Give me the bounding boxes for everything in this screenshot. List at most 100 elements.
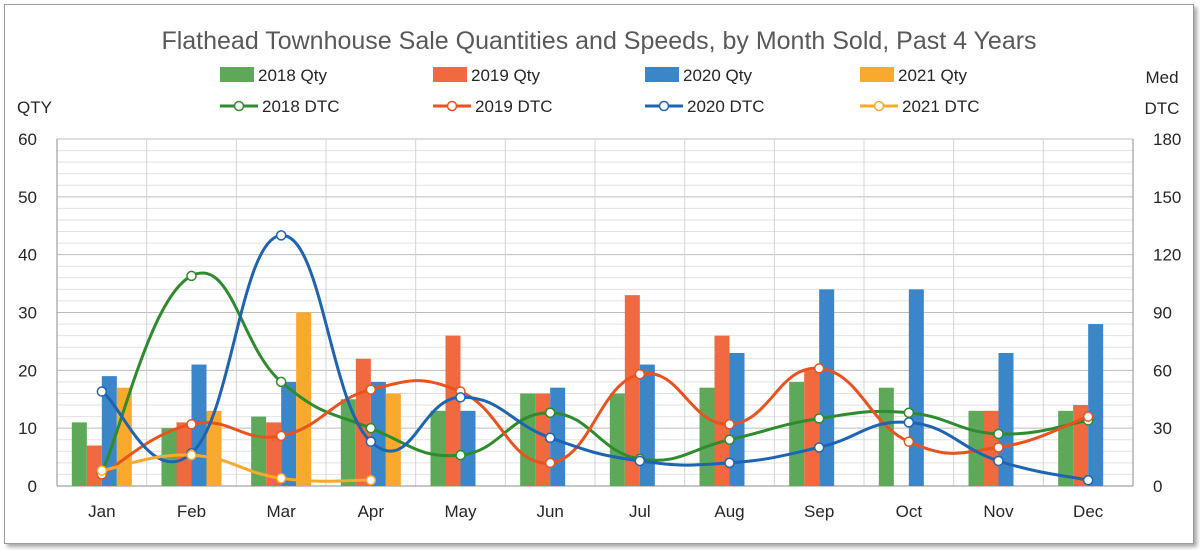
line-point bbox=[993, 442, 1004, 453]
bar bbox=[116, 387, 132, 486]
y-right-tick-label: 120 bbox=[1153, 246, 1181, 265]
legend-bar-swatch bbox=[433, 67, 467, 82]
legend-label: 2020 Qty bbox=[683, 66, 752, 85]
bar bbox=[1058, 410, 1074, 486]
y-left-axis-title: QTY bbox=[17, 98, 52, 117]
legend-label: 2021 Qty bbox=[898, 66, 967, 85]
legend-bar-swatch bbox=[220, 67, 254, 82]
legend-line-marker bbox=[233, 100, 245, 112]
line-point bbox=[544, 407, 556, 418]
bars bbox=[71, 289, 1104, 486]
line-point bbox=[365, 436, 377, 447]
y-left-tick-label: 10 bbox=[18, 419, 37, 438]
line-point bbox=[365, 422, 377, 434]
line-point bbox=[544, 432, 556, 444]
line-point bbox=[96, 386, 108, 397]
x-tick-label: Aug bbox=[714, 502, 744, 521]
y-left-tick-label: 60 bbox=[18, 130, 37, 149]
chart-frame: Flathead Townhouse Sale Quantities and S… bbox=[4, 4, 1194, 544]
y-left-tick-label: 0 bbox=[28, 477, 37, 496]
line-point bbox=[813, 363, 825, 374]
line-point bbox=[275, 430, 287, 442]
line-point bbox=[1082, 411, 1094, 422]
line-point bbox=[186, 449, 197, 461]
bar bbox=[639, 364, 655, 486]
y-right-tick-label: 0 bbox=[1153, 477, 1162, 496]
lines bbox=[96, 230, 1094, 486]
line-point bbox=[993, 455, 1004, 467]
line-point bbox=[455, 392, 466, 403]
line-series-path bbox=[100, 453, 373, 483]
line-point bbox=[544, 457, 556, 469]
legend-label: 2018 Qty bbox=[258, 66, 327, 85]
bar bbox=[998, 352, 1014, 486]
bar bbox=[624, 295, 640, 486]
x-tick-label: Jul bbox=[629, 502, 651, 521]
legend-label: 2018 DTC bbox=[262, 97, 339, 116]
bar bbox=[460, 410, 476, 486]
line-point bbox=[365, 474, 377, 486]
x-tick-label: Dec bbox=[1073, 502, 1104, 521]
line-point bbox=[275, 473, 287, 484]
line-point bbox=[186, 419, 197, 430]
y-left-tick-label: 20 bbox=[18, 361, 37, 380]
line-point bbox=[903, 417, 915, 428]
y-right-ticks: 0 30 60 90 120 150 180 bbox=[1153, 130, 1181, 496]
bar bbox=[609, 393, 625, 486]
chart-svg: Flathead Townhouse Sale Quantities and S… bbox=[17, 27, 1181, 521]
x-tick-label: Jun bbox=[536, 502, 563, 521]
legend-label: 2021 DTC bbox=[902, 97, 979, 116]
chart-title: Flathead Townhouse Sale Quantities and S… bbox=[161, 27, 1036, 55]
bar bbox=[430, 410, 446, 486]
legend-label: 2019 Qty bbox=[471, 66, 540, 85]
y-left-tick-label: 40 bbox=[18, 246, 37, 265]
x-tick-label: Jan bbox=[88, 502, 115, 521]
bar bbox=[908, 289, 924, 486]
x-tick-label: Oct bbox=[896, 502, 923, 521]
x-tick-label: Mar bbox=[267, 502, 297, 521]
y-right-tick-label: 180 bbox=[1153, 130, 1181, 149]
legend-label: 2020 DTC bbox=[687, 97, 764, 116]
y-right-tick-label: 60 bbox=[1153, 361, 1172, 380]
y-right-tick-label: 90 bbox=[1153, 304, 1172, 323]
legend-bar-swatch bbox=[860, 67, 894, 82]
line-point bbox=[634, 455, 646, 467]
bar bbox=[445, 335, 461, 486]
bar bbox=[71, 422, 87, 486]
bar bbox=[714, 335, 730, 486]
bar bbox=[520, 393, 536, 486]
bar bbox=[1073, 405, 1089, 486]
x-tick-label: Feb bbox=[177, 502, 206, 521]
bar bbox=[878, 387, 894, 486]
legend-line-marker bbox=[446, 100, 458, 112]
legend-line-marker bbox=[658, 100, 670, 112]
line-point bbox=[724, 457, 735, 469]
line-point bbox=[993, 428, 1004, 440]
bar bbox=[699, 387, 715, 486]
legend-line-marker bbox=[873, 100, 885, 112]
line-point bbox=[186, 270, 197, 282]
y-left-tick-label: 50 bbox=[18, 188, 37, 207]
line-point bbox=[275, 230, 287, 241]
y-left-ticks: 0 10 20 30 40 50 60 bbox=[18, 130, 37, 496]
y-right-tick-label: 30 bbox=[1153, 419, 1172, 438]
x-tick-label: Sep bbox=[804, 502, 834, 521]
y-left-tick-label: 30 bbox=[18, 304, 37, 323]
line-point bbox=[813, 442, 825, 453]
bar bbox=[819, 289, 835, 486]
bar bbox=[251, 416, 267, 486]
line-point bbox=[903, 407, 915, 418]
bar bbox=[370, 381, 386, 486]
x-ticks: Jan Feb Mar Apr May Jun Jul Aug Sep Oct Nov Dec bbox=[88, 502, 1104, 521]
x-tick-label: Apr bbox=[358, 502, 385, 521]
x-tick-label: Nov bbox=[983, 502, 1014, 521]
bar bbox=[1088, 324, 1104, 486]
line-point bbox=[96, 465, 108, 476]
bar bbox=[804, 370, 820, 486]
line-point bbox=[455, 449, 466, 461]
line-point bbox=[1082, 474, 1094, 486]
legend-bar-swatch bbox=[645, 67, 679, 82]
legend: 2018 Qty 2019 Qty 2020 Qty 2021 Qty 2018 DTC… bbox=[220, 66, 979, 116]
line-point bbox=[634, 368, 646, 380]
y-right-tick-label: 150 bbox=[1153, 188, 1181, 207]
